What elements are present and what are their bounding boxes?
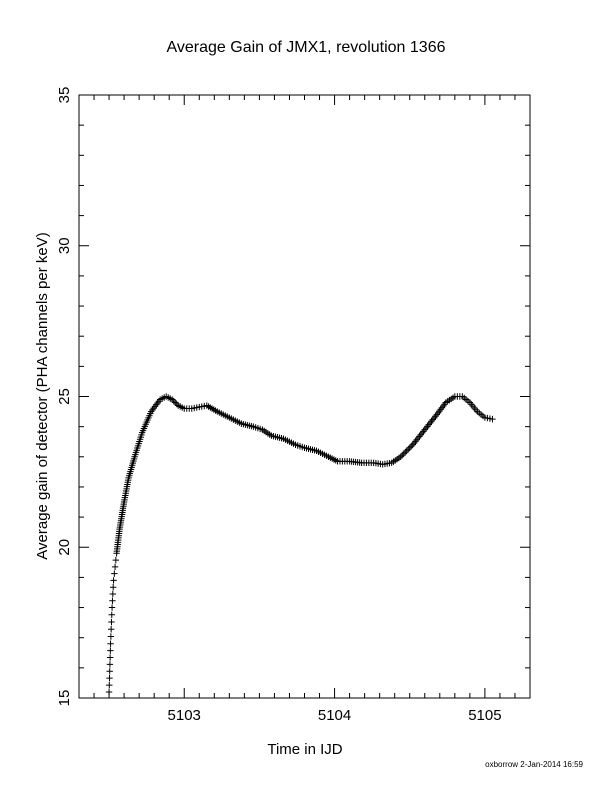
x-tick-label: 5103 [168, 707, 201, 724]
data-point-marker [172, 399, 179, 406]
chart-title: Average Gain of JMX1, revolution 1366 [167, 39, 446, 56]
data-point-marker [397, 453, 404, 460]
data-point-marker [108, 618, 115, 626]
axis-ticks: 15 20 25 30 35 5103 5104 5105 [56, 87, 531, 724]
y-tick-label: 35 [56, 87, 73, 104]
data-markers [105, 393, 496, 696]
data-point-marker [399, 452, 406, 459]
y-tick-label: 15 [56, 690, 73, 707]
data-point-marker [108, 604, 116, 611]
data-point-marker [107, 647, 114, 654]
data-point-marker [402, 449, 409, 456]
x-axis-label: Time in IJD [267, 741, 342, 758]
x-tick-label: 5105 [468, 707, 501, 724]
data-point-marker [405, 446, 412, 453]
footer-stamp: oxborrow 2-Jan-2014 16:59 [485, 760, 583, 769]
y-tick-label: 30 [56, 237, 73, 254]
data-point-marker [109, 597, 116, 604]
data-point-marker [170, 397, 177, 405]
data-point-marker [400, 450, 407, 457]
data-point-marker [109, 590, 117, 598]
data-point-marker [110, 577, 117, 584]
data-point-marker [408, 443, 415, 450]
x-tick-label: 5104 [318, 707, 351, 724]
data-point-marker [111, 563, 119, 571]
data-point-marker [111, 570, 118, 577]
data-point-marker [106, 668, 113, 675]
data-point-marker [173, 400, 180, 408]
data-point-marker [112, 556, 120, 564]
data-point-marker [106, 654, 114, 661]
data-point-marker [110, 583, 117, 591]
data-point-marker [169, 396, 176, 403]
data-point-marker [106, 661, 114, 668]
data-point-marker [106, 674, 113, 682]
data-point-marker [107, 626, 115, 633]
data-point-marker [106, 681, 113, 689]
data-point-marker [108, 611, 115, 618]
y-tick-label: 25 [56, 388, 73, 405]
data-point-marker [403, 447, 410, 454]
data-point-marker [489, 415, 496, 423]
data-point-marker [406, 444, 413, 451]
y-tick-label: 20 [56, 539, 73, 556]
data-point-marker [107, 633, 115, 640]
data-point-marker [105, 688, 113, 696]
y-axis-label: Average gain of detector (PHA channels p… [34, 232, 51, 559]
data-point-marker [107, 640, 114, 647]
